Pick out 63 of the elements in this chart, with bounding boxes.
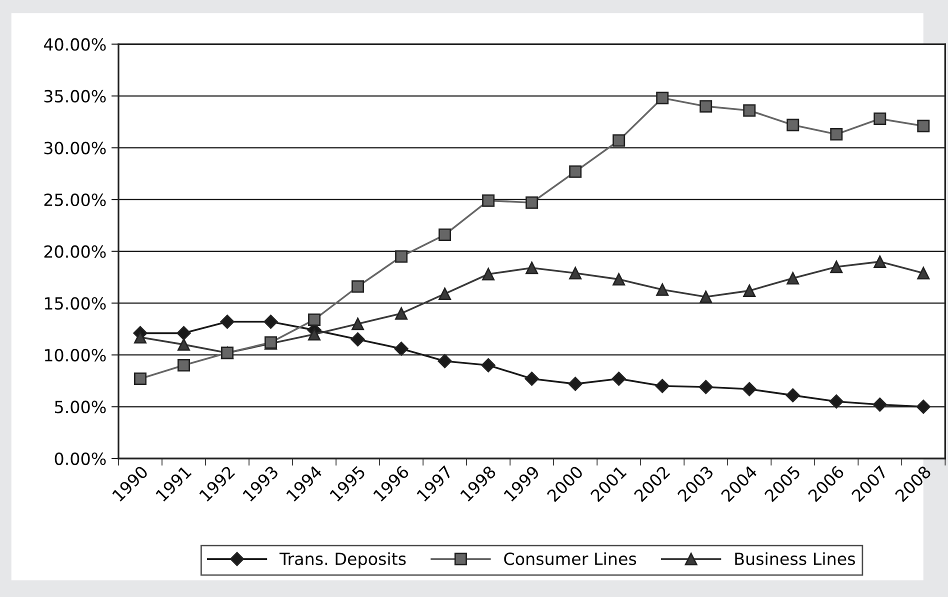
y-tick-label: 10.00% [44,348,106,362]
legend-label: Consumer Lines [504,552,636,566]
point [352,318,364,330]
y-tick-label: 15.00% [44,297,106,310]
y-tick-label: 25.00% [44,194,106,206]
point [308,313,321,326]
point [874,112,886,126]
point [264,314,278,329]
point [176,326,191,340]
point [526,262,538,274]
point [700,290,712,304]
point [656,92,669,104]
point [524,372,539,386]
point [743,284,756,297]
point [700,100,712,113]
point [786,272,800,285]
point [134,372,147,385]
point [743,104,756,117]
point [656,283,669,296]
point [917,120,930,132]
y-tick-label: 40.00% [44,38,106,51]
point [482,268,495,280]
point [220,314,234,329]
point [481,358,496,372]
point [612,273,626,286]
legend-label: Business Lines [735,552,855,566]
point [308,328,321,340]
point [872,398,887,412]
point [526,196,538,209]
point [395,250,408,263]
legend-label: Trans. Deposits [279,552,406,568]
point [830,260,843,274]
y-tick-label: 0.00% [54,452,106,466]
point [612,134,626,147]
y-tick-label: 5.00% [55,400,106,414]
y-tick-label: 30.00% [44,142,106,154]
point [352,280,364,293]
point [438,228,452,242]
point [394,342,408,356]
point [786,388,800,402]
point [569,165,582,178]
point [655,378,670,394]
y-tick-label: 35.00% [44,90,106,103]
point [178,359,190,372]
point [395,307,408,320]
point [482,194,495,207]
point [350,332,365,346]
point [917,266,930,280]
point [742,382,756,396]
point [786,118,800,132]
point [438,354,452,368]
point [612,372,626,386]
point [874,255,886,268]
point [134,331,147,344]
point [438,288,452,300]
point [698,380,713,394]
point [916,400,930,414]
point [178,338,190,351]
point [830,128,843,141]
point [568,376,582,391]
point [829,394,844,409]
y-tick-label: 20.00% [44,245,106,258]
point [569,266,582,280]
